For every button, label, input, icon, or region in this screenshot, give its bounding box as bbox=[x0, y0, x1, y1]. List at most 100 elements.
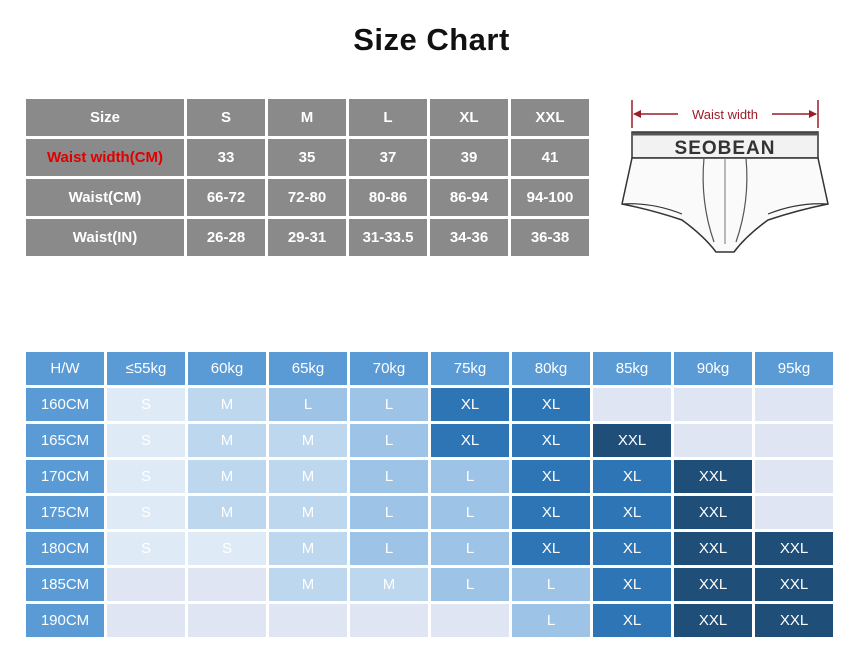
size-cell bbox=[188, 568, 266, 601]
size-cell bbox=[350, 604, 428, 637]
hw-corner-label: H/W bbox=[26, 352, 104, 385]
table-cell: 80-86 bbox=[349, 179, 427, 216]
size-cell: XXL bbox=[755, 568, 833, 601]
size-cell: L bbox=[269, 388, 347, 421]
waist-width-label: Waist width bbox=[692, 107, 758, 122]
table-row: 175CM S M M L L XL XL XXL bbox=[26, 496, 833, 529]
page-title: Size Chart bbox=[353, 22, 510, 57]
size-cell: L bbox=[350, 388, 428, 421]
height-label: 170CM bbox=[26, 460, 104, 493]
brand-logo-text: SEOBEAN bbox=[675, 138, 776, 159]
size-cell: M bbox=[350, 568, 428, 601]
size-cell: XXL bbox=[674, 568, 752, 601]
weight-header: 60kg bbox=[188, 352, 266, 385]
size-cell: XL bbox=[512, 460, 590, 493]
size-cell: L bbox=[431, 460, 509, 493]
size-cell bbox=[188, 604, 266, 637]
size-cell: XXL bbox=[593, 424, 671, 457]
table-cell: 72-80 bbox=[268, 179, 346, 216]
size-cell: XXL bbox=[674, 532, 752, 565]
weight-header: 85kg bbox=[593, 352, 671, 385]
size-cell: L bbox=[431, 496, 509, 529]
size-cell: S bbox=[107, 496, 185, 529]
table-cell: 35 bbox=[268, 139, 346, 176]
size-cell: M bbox=[188, 460, 266, 493]
size-cell bbox=[674, 424, 752, 457]
size-cell: L bbox=[350, 532, 428, 565]
table-row: 190CM L XL XXL XXL bbox=[26, 604, 833, 637]
size-cell: L bbox=[431, 532, 509, 565]
height-label: 190CM bbox=[26, 604, 104, 637]
size-cell bbox=[755, 424, 833, 457]
size-cell bbox=[107, 568, 185, 601]
table-cell: 34-36 bbox=[430, 219, 508, 256]
briefs-illustration: Waist width SEOBEAN bbox=[621, 100, 829, 253]
size-cell: L bbox=[350, 460, 428, 493]
row-label-waist-in: Waist(IN) bbox=[26, 219, 184, 256]
hw-header-row: H/W ≤55kg 60kg 65kg 70kg 75kg 80kg 85kg … bbox=[26, 352, 833, 385]
size-header-xl: XL bbox=[430, 99, 508, 136]
size-cell bbox=[431, 604, 509, 637]
table-cell: 66-72 bbox=[187, 179, 265, 216]
size-cell: S bbox=[107, 532, 185, 565]
size-cell: L bbox=[350, 424, 428, 457]
table-cell: 39 bbox=[430, 139, 508, 176]
size-cell: S bbox=[107, 424, 185, 457]
size-cell: S bbox=[188, 532, 266, 565]
table-row: 170CM S M M L L XL XL XXL bbox=[26, 460, 833, 493]
size-cell: L bbox=[350, 496, 428, 529]
table-cell: 26-28 bbox=[187, 219, 265, 256]
size-cell: XL bbox=[431, 424, 509, 457]
weight-header: 95kg bbox=[755, 352, 833, 385]
size-table-row-waist-cm: Waist(CM) 66-72 72-80 80-86 86-94 94-100 bbox=[26, 179, 589, 216]
waist-width-arrow: Waist width bbox=[631, 100, 819, 128]
table-cell: 33 bbox=[187, 139, 265, 176]
table-row: 185CM M M L L XL XXL XXL bbox=[26, 568, 833, 601]
size-table-row-waist-width: Waist width(CM) 33 35 37 39 41 bbox=[26, 139, 589, 176]
size-cell: M bbox=[269, 424, 347, 457]
size-cell: M bbox=[188, 496, 266, 529]
table-cell: 86-94 bbox=[430, 179, 508, 216]
weight-header: 75kg bbox=[431, 352, 509, 385]
size-cell bbox=[755, 460, 833, 493]
size-header-label: Size bbox=[26, 99, 184, 136]
size-cell: M bbox=[188, 424, 266, 457]
row-label-waist-cm: Waist(CM) bbox=[26, 179, 184, 216]
size-cell: XL bbox=[512, 532, 590, 565]
size-cell: XL bbox=[593, 460, 671, 493]
size-cell: XL bbox=[431, 388, 509, 421]
size-header-l: L bbox=[349, 99, 427, 136]
size-cell: XL bbox=[593, 568, 671, 601]
size-cell: XL bbox=[593, 604, 671, 637]
size-header-xxl: XXL bbox=[511, 99, 589, 136]
size-cell: S bbox=[107, 388, 185, 421]
weight-header: 80kg bbox=[512, 352, 590, 385]
size-cell: XL bbox=[512, 424, 590, 457]
table-cell: 36-38 bbox=[511, 219, 589, 256]
size-cell bbox=[755, 388, 833, 421]
size-cell: XXL bbox=[755, 532, 833, 565]
size-cell: XXL bbox=[755, 604, 833, 637]
table-cell: 31-33.5 bbox=[349, 219, 427, 256]
table-cell: 41 bbox=[511, 139, 589, 176]
size-cell: XXL bbox=[674, 496, 752, 529]
height-label: 160CM bbox=[26, 388, 104, 421]
height-label: 180CM bbox=[26, 532, 104, 565]
size-cell: M bbox=[188, 388, 266, 421]
size-cell: XL bbox=[512, 496, 590, 529]
table-cell: 94-100 bbox=[511, 179, 589, 216]
size-cell: M bbox=[269, 496, 347, 529]
size-cell bbox=[755, 496, 833, 529]
size-cell: XXL bbox=[674, 460, 752, 493]
size-header-m: M bbox=[268, 99, 346, 136]
size-cell: XL bbox=[593, 532, 671, 565]
size-table-row-waist-in: Waist(IN) 26-28 29-31 31-33.5 34-36 36-3… bbox=[26, 219, 589, 256]
weight-header: 65kg bbox=[269, 352, 347, 385]
height-label: 185CM bbox=[26, 568, 104, 601]
table-row: 165CM S M M L XL XL XXL bbox=[26, 424, 833, 457]
size-cell bbox=[674, 388, 752, 421]
table-cell: 37 bbox=[349, 139, 427, 176]
row-label-waist-width: Waist width(CM) bbox=[26, 139, 184, 176]
table-row: 160CM S M L L XL XL bbox=[26, 388, 833, 421]
briefs-pouch-shape bbox=[702, 157, 748, 243]
